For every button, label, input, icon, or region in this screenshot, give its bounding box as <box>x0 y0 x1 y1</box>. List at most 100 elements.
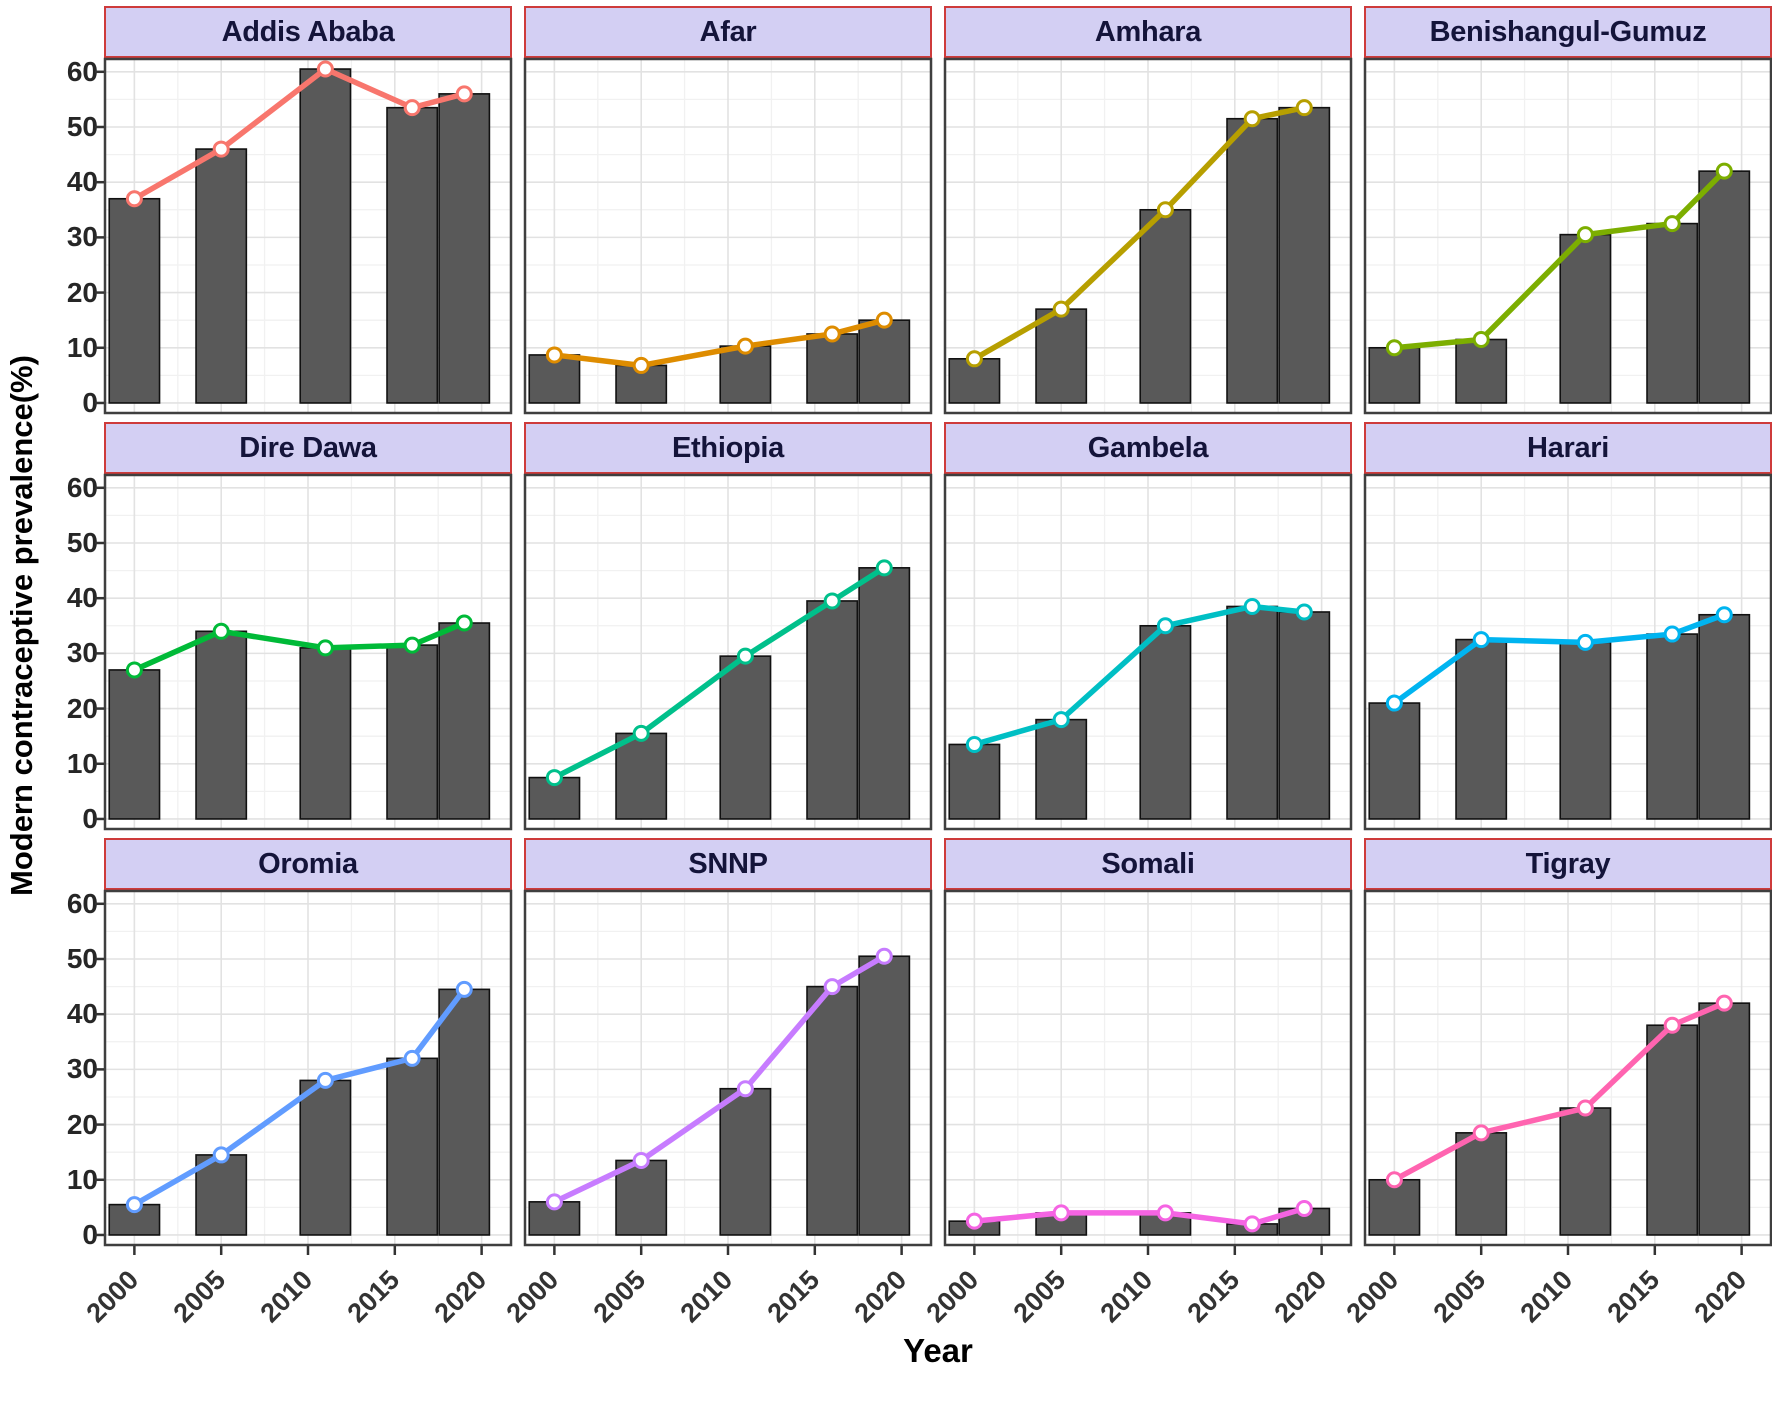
data-point <box>1243 597 1261 615</box>
y-axis-tick-label: 50 <box>66 942 98 974</box>
facet-panel-amhara: Amhara <box>943 6 1353 415</box>
bar <box>299 68 352 404</box>
facet-strip-title: Afar <box>524 6 932 58</box>
data-point <box>632 356 650 374</box>
data-point <box>875 947 893 965</box>
data-point <box>212 1146 230 1164</box>
y-axis-tick-column: 0 10 20 30 40 50 60 <box>44 422 104 833</box>
y-axis-tick-label: 40 <box>66 582 98 614</box>
x-axis-tick-column: 2000 2005 2010 2015 2020 <box>921 1246 1352 1332</box>
facet-plot-svg <box>523 889 933 1255</box>
data-point <box>823 978 841 996</box>
bar <box>1139 624 1192 820</box>
data-point <box>1576 633 1594 651</box>
bar <box>1278 106 1331 404</box>
bar <box>858 567 911 820</box>
facet-plot-svg <box>523 473 933 831</box>
bar <box>719 655 772 820</box>
bar <box>299 1079 352 1236</box>
data-point <box>1052 1204 1070 1222</box>
facet-plot-svg <box>95 57 513 415</box>
data-point <box>823 325 841 343</box>
facet-panel-tigray: Tigray <box>1363 838 1772 1255</box>
data-point <box>1663 625 1681 643</box>
facet-panel-snnp: SNNP <box>523 838 933 1255</box>
bar <box>195 148 248 404</box>
facet-panel-dire-dawa: Dire Dawa <box>95 422 513 831</box>
bar <box>1698 1002 1751 1236</box>
data-point <box>455 614 473 632</box>
data-point <box>1052 711 1070 729</box>
data-point <box>875 311 893 329</box>
y-axis-tick-label: 10 <box>66 331 98 363</box>
y-axis-tick-column: 0 10 20 30 40 50 60 <box>44 6 104 417</box>
bar <box>1226 605 1279 820</box>
y-axis-tick-label: 0 <box>82 1218 98 1250</box>
facet-plot-svg <box>943 57 1353 415</box>
data-point <box>403 636 421 654</box>
bar <box>719 345 772 404</box>
bar <box>1278 611 1331 820</box>
data-point <box>1243 110 1261 128</box>
data-point <box>1243 1215 1261 1233</box>
y-axis-tick-label: 20 <box>66 276 98 308</box>
bar <box>438 988 491 1236</box>
facet-strip-title: Benishangul-Gumuz <box>1364 6 1772 58</box>
data-point <box>1472 330 1490 348</box>
x-axis-title: Year <box>903 1332 973 1369</box>
data-point <box>1385 1171 1403 1189</box>
data-point <box>736 337 754 355</box>
bar <box>1035 308 1088 404</box>
facet-plot-svg <box>1363 473 1772 831</box>
data-point <box>632 1151 650 1169</box>
data-point <box>875 559 893 577</box>
data-point <box>1663 215 1681 233</box>
facet-panel-oromia: Oromia <box>95 838 513 1255</box>
bar <box>386 644 439 820</box>
y-axis-title: Modern contraceptive prevalence(%) <box>4 355 39 897</box>
facet-panel-ethiopia: Ethiopia <box>523 422 933 831</box>
data-point <box>212 622 230 640</box>
facet-strip-title: Harari <box>1364 422 1772 474</box>
data-point <box>1385 339 1403 357</box>
facet-strip-title: Tigray <box>1364 838 1772 890</box>
bar <box>1646 222 1699 404</box>
bar <box>806 600 859 820</box>
data-point <box>1295 603 1313 621</box>
data-point <box>1715 994 1733 1012</box>
data-point <box>1052 300 1070 318</box>
data-point <box>545 1193 563 1211</box>
bar <box>1455 338 1508 404</box>
bar <box>299 647 352 820</box>
bar <box>1646 1024 1699 1236</box>
facet-strip-title: Oromia <box>104 838 512 890</box>
data-point <box>316 60 334 78</box>
y-axis-tick-label: 40 <box>66 166 98 198</box>
bar <box>806 333 859 404</box>
bar <box>1226 117 1279 404</box>
bar <box>1139 208 1192 404</box>
data-point <box>1715 606 1733 624</box>
x-axis-tick-column: 2000 2005 2010 2015 2020 <box>1341 1246 1772 1332</box>
bar <box>195 1154 248 1236</box>
bar <box>108 197 161 404</box>
facet-plot-svg <box>943 473 1353 831</box>
facet-strip-title: Amhara <box>944 6 1352 58</box>
x-axis-tick-column: 2000 2005 2010 2015 2020 <box>81 1246 512 1332</box>
data-point <box>1156 1204 1174 1222</box>
y-axis-tick-label: 60 <box>66 471 98 503</box>
facet-plot-svg <box>523 57 933 415</box>
facet-panel-benishangul-gumuz: Benishangul-Gumuz <box>1363 6 1772 415</box>
bar <box>615 732 668 820</box>
bar <box>1559 641 1612 820</box>
y-axis-tick-label: 30 <box>66 221 98 253</box>
bar <box>858 955 911 1236</box>
bar <box>858 319 911 404</box>
data-point <box>125 190 143 208</box>
data-point <box>403 1049 421 1067</box>
facet-strip-title: Somali <box>944 838 1352 890</box>
x-axis-tick-column: 2000 2005 2010 2015 2020 <box>501 1246 932 1332</box>
facet-strip-title: Dire Dawa <box>104 422 512 474</box>
bar <box>1455 1132 1508 1236</box>
facet-plot-svg <box>943 889 1353 1255</box>
